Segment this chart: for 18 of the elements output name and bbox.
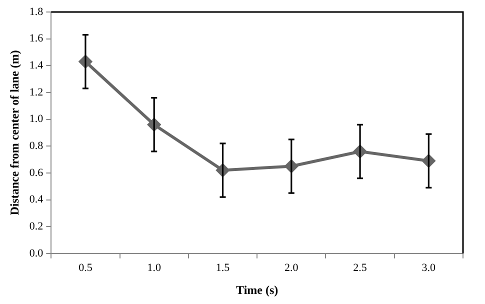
x-tick-label: 2.5 (353, 262, 368, 274)
x-tick-label: 3.0 (422, 262, 436, 274)
y-tick-label: 1.2 (29, 86, 44, 98)
x-tick-label: 1.0 (147, 262, 162, 274)
y-tick-label: 0.8 (29, 140, 44, 152)
y-tick-label: 0.2 (29, 220, 44, 232)
y-tick-label: 1.4 (29, 60, 44, 72)
x-tick-label: 1.5 (216, 262, 230, 274)
x-tick-label: 0.5 (78, 262, 93, 274)
y-tick-label: 0.0 (29, 247, 44, 260)
y-tick-label: 0.4 (29, 194, 44, 206)
y-tick-label: 1.8 (29, 6, 44, 18)
y-axis-title: Distance from center of lane (m) (7, 50, 22, 216)
x-tick-label: 2.0 (284, 262, 299, 274)
y-tick-label: 1.6 (29, 32, 44, 45)
y-tick-label: 1.0 (29, 113, 44, 126)
x-axis-title: Time (s) (236, 282, 278, 297)
y-tick-label: 0.6 (29, 166, 44, 179)
